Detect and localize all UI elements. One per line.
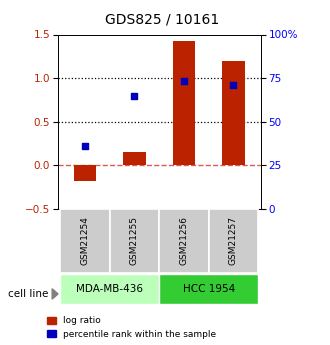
- Point: [231, 82, 236, 88]
- Point: [132, 93, 137, 99]
- Point: [182, 78, 187, 83]
- Bar: [60, 274, 159, 304]
- Text: HCC 1954: HCC 1954: [182, 284, 235, 294]
- Bar: [74, 165, 96, 181]
- Text: GSM21256: GSM21256: [180, 216, 188, 265]
- Bar: [222, 61, 245, 165]
- Text: GSM21254: GSM21254: [81, 216, 89, 265]
- Bar: [209, 209, 258, 273]
- Bar: [159, 274, 258, 304]
- Bar: [60, 209, 110, 273]
- Bar: [173, 41, 195, 165]
- Polygon shape: [52, 289, 58, 299]
- Bar: [159, 209, 209, 273]
- Legend: log ratio, percentile rank within the sample: log ratio, percentile rank within the sa…: [48, 316, 216, 339]
- Text: cell line: cell line: [8, 289, 49, 299]
- Bar: [123, 152, 146, 165]
- Bar: [110, 209, 159, 273]
- Text: MDA-MB-436: MDA-MB-436: [76, 284, 143, 294]
- Text: GSM21257: GSM21257: [229, 216, 238, 265]
- Text: GDS825 / 10161: GDS825 / 10161: [105, 12, 219, 26]
- Point: [82, 143, 88, 149]
- Text: GSM21255: GSM21255: [130, 216, 139, 265]
